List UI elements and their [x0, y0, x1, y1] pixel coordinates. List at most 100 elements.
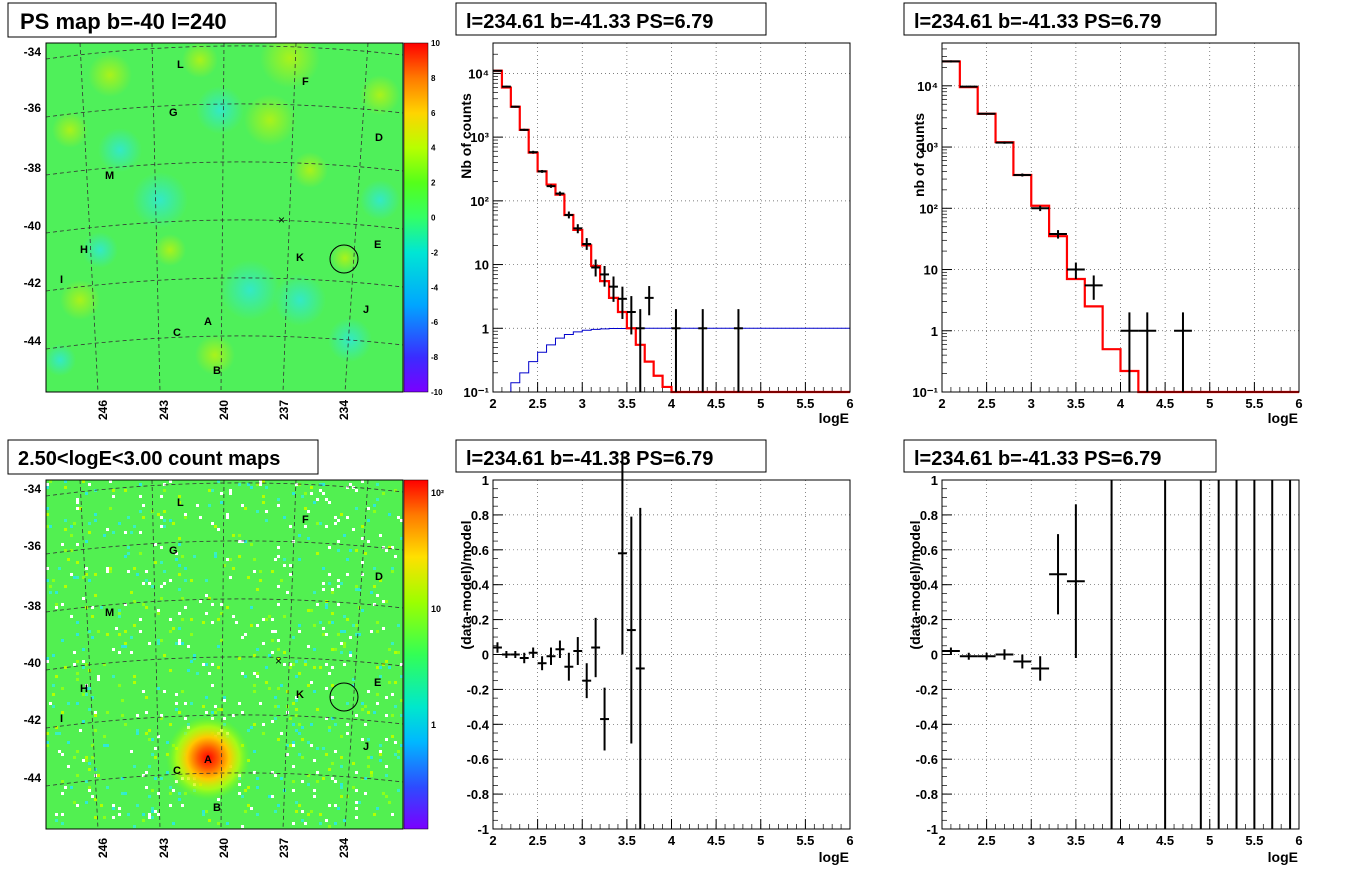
ps-x-tick: 243 — [157, 400, 171, 420]
x-axis-label: logE — [819, 849, 849, 865]
source-label-M: M — [105, 607, 114, 619]
ps-cbar-label: -2 — [431, 248, 439, 257]
x-tick-label: 6 — [1295, 833, 1302, 848]
x-tick-label: 2 — [489, 396, 496, 411]
y-tick-label: -0.6 — [467, 752, 489, 767]
parallel-line — [46, 482, 403, 497]
ps-y-tick: -40 — [24, 219, 42, 233]
count-map-source-labels: L F G D M H E K I J A C B — [60, 497, 383, 814]
source-label-E: E — [374, 239, 381, 251]
source-label-G: G — [169, 545, 178, 557]
source-label-K: K — [296, 689, 304, 701]
cm-y-tick: -36 — [24, 539, 42, 553]
y-tick-label: 0.2 — [920, 613, 938, 628]
parallel-line — [46, 161, 403, 176]
source-label-H: H — [80, 244, 88, 256]
count-map-colorbar — [403, 479, 429, 830]
ps-y-tick: -36 — [24, 101, 42, 115]
plot-title: l=234.61 b=-41.33 PS=6.79 — [914, 11, 1161, 33]
cm-x-tick: 246 — [96, 838, 110, 858]
source-label-D: D — [375, 571, 383, 583]
y-tick-label: 0.4 — [471, 578, 490, 593]
ps-map-source-circle — [329, 244, 359, 274]
y-axis-label: (data-model)/model — [907, 520, 923, 649]
ps-y-tick: -38 — [24, 161, 42, 175]
parallel-line — [46, 103, 403, 118]
source-label-J: J — [363, 304, 369, 316]
count-map-center-mark: × — [275, 654, 282, 668]
ps-cbar-label: 10 — [431, 39, 440, 48]
ps-cbar-label: -4 — [431, 283, 439, 292]
x-tick-label: 3 — [1028, 396, 1035, 411]
source-label-I: I — [60, 713, 63, 725]
x-tick-label: 2 — [938, 833, 945, 848]
cm-y-tick: -40 — [24, 656, 42, 670]
ps-map-colorbar-labels: 10 8 6 4 2 0 -2 -4 -6 -8 -10 — [431, 39, 443, 397]
meridian-line — [79, 480, 99, 829]
count-map-y-tick-labels: -34 -36 -38 -40 -42 -44 — [24, 482, 42, 785]
parallel-line — [46, 540, 403, 555]
y-tick-label: 1 — [482, 473, 489, 488]
x-tick-label: 6 — [1295, 396, 1302, 411]
y-tick-label: -0.8 — [916, 787, 938, 802]
x-axis-label: logE — [819, 410, 849, 426]
meridian-line — [282, 43, 297, 392]
source-label-B: B — [213, 365, 221, 377]
cm-y-tick: -38 — [24, 599, 42, 613]
source-label-L: L — [177, 497, 184, 509]
source-label-C: C — [173, 765, 181, 777]
y-tick-label: -0.8 — [467, 787, 489, 802]
plot-frame — [941, 479, 1300, 830]
x-tick-label: 4 — [1117, 396, 1125, 411]
x-tick-label: 5 — [1206, 833, 1213, 848]
y-tick-label: 10 — [924, 263, 938, 278]
y-tick-label: -0.4 — [916, 717, 939, 732]
meridian-line — [220, 43, 225, 392]
y-tick-label: 1 — [931, 324, 938, 339]
cm-x-tick: 234 — [337, 838, 351, 858]
source-label-F: F — [302, 514, 309, 526]
y-tick-label: 0.6 — [920, 543, 938, 558]
plot-frame — [492, 479, 851, 830]
x-axis-label: logE — [1268, 849, 1298, 865]
ps-x-tick: 237 — [277, 400, 291, 420]
ps-cbar-label: 6 — [431, 109, 436, 118]
y-tick-label: 10⁴ — [917, 79, 938, 94]
y-tick-label: -0.2 — [916, 682, 938, 697]
ps-map-panel: PS map b=-40 l=240 × — [7, 2, 443, 420]
cm-y-tick: -42 — [24, 713, 42, 727]
source-label-G: G — [169, 107, 178, 119]
source-label-A: A — [204, 754, 212, 766]
x-tick-label: 2.5 — [978, 396, 996, 411]
ps-map-colorbar — [403, 42, 429, 393]
ps-cbar-label: 8 — [431, 74, 436, 83]
y-tick-label: 0.4 — [920, 578, 939, 593]
y-tick-label: 10⁻¹ — [912, 385, 938, 400]
ps-map-source-labels: L F G D M H E K I J A C B — [60, 59, 383, 377]
parallel-line — [46, 277, 403, 292]
source-label-C: C — [173, 327, 181, 339]
x-tick-label: 2 — [938, 396, 945, 411]
x-tick-label: 4 — [1117, 833, 1125, 848]
x-tick-label: 5 — [1206, 396, 1213, 411]
y-tick-label: 0.2 — [471, 613, 489, 628]
plot-frame — [492, 42, 851, 393]
y-tick-label: 10⁻¹ — [463, 385, 489, 400]
ps-y-tick: -44 — [24, 334, 42, 348]
count-map-x-tick-labels: 246 243 240 237 234 — [96, 838, 351, 858]
ps-cbar-label: 0 — [431, 214, 436, 223]
cm-x-tick: 240 — [217, 838, 231, 858]
x-tick-label: 4.5 — [1156, 396, 1174, 411]
y-tick-label: 0.8 — [920, 508, 938, 523]
residual-plot-2: l=234.61 b=-41.33 PS=6.79 (data-model)/m… — [903, 439, 1303, 865]
ps-y-tick: -42 — [24, 276, 42, 290]
ps-y-tick: -34 — [24, 45, 42, 59]
parallel-line — [46, 656, 403, 671]
ps-cbar-label: -8 — [431, 353, 439, 362]
reference-curve — [493, 327, 850, 393]
x-tick-label: 2.5 — [978, 833, 996, 848]
count-map-image — [46, 480, 403, 829]
x-tick-label: 3.5 — [618, 396, 636, 411]
y-tick-label: 1 — [482, 321, 489, 336]
